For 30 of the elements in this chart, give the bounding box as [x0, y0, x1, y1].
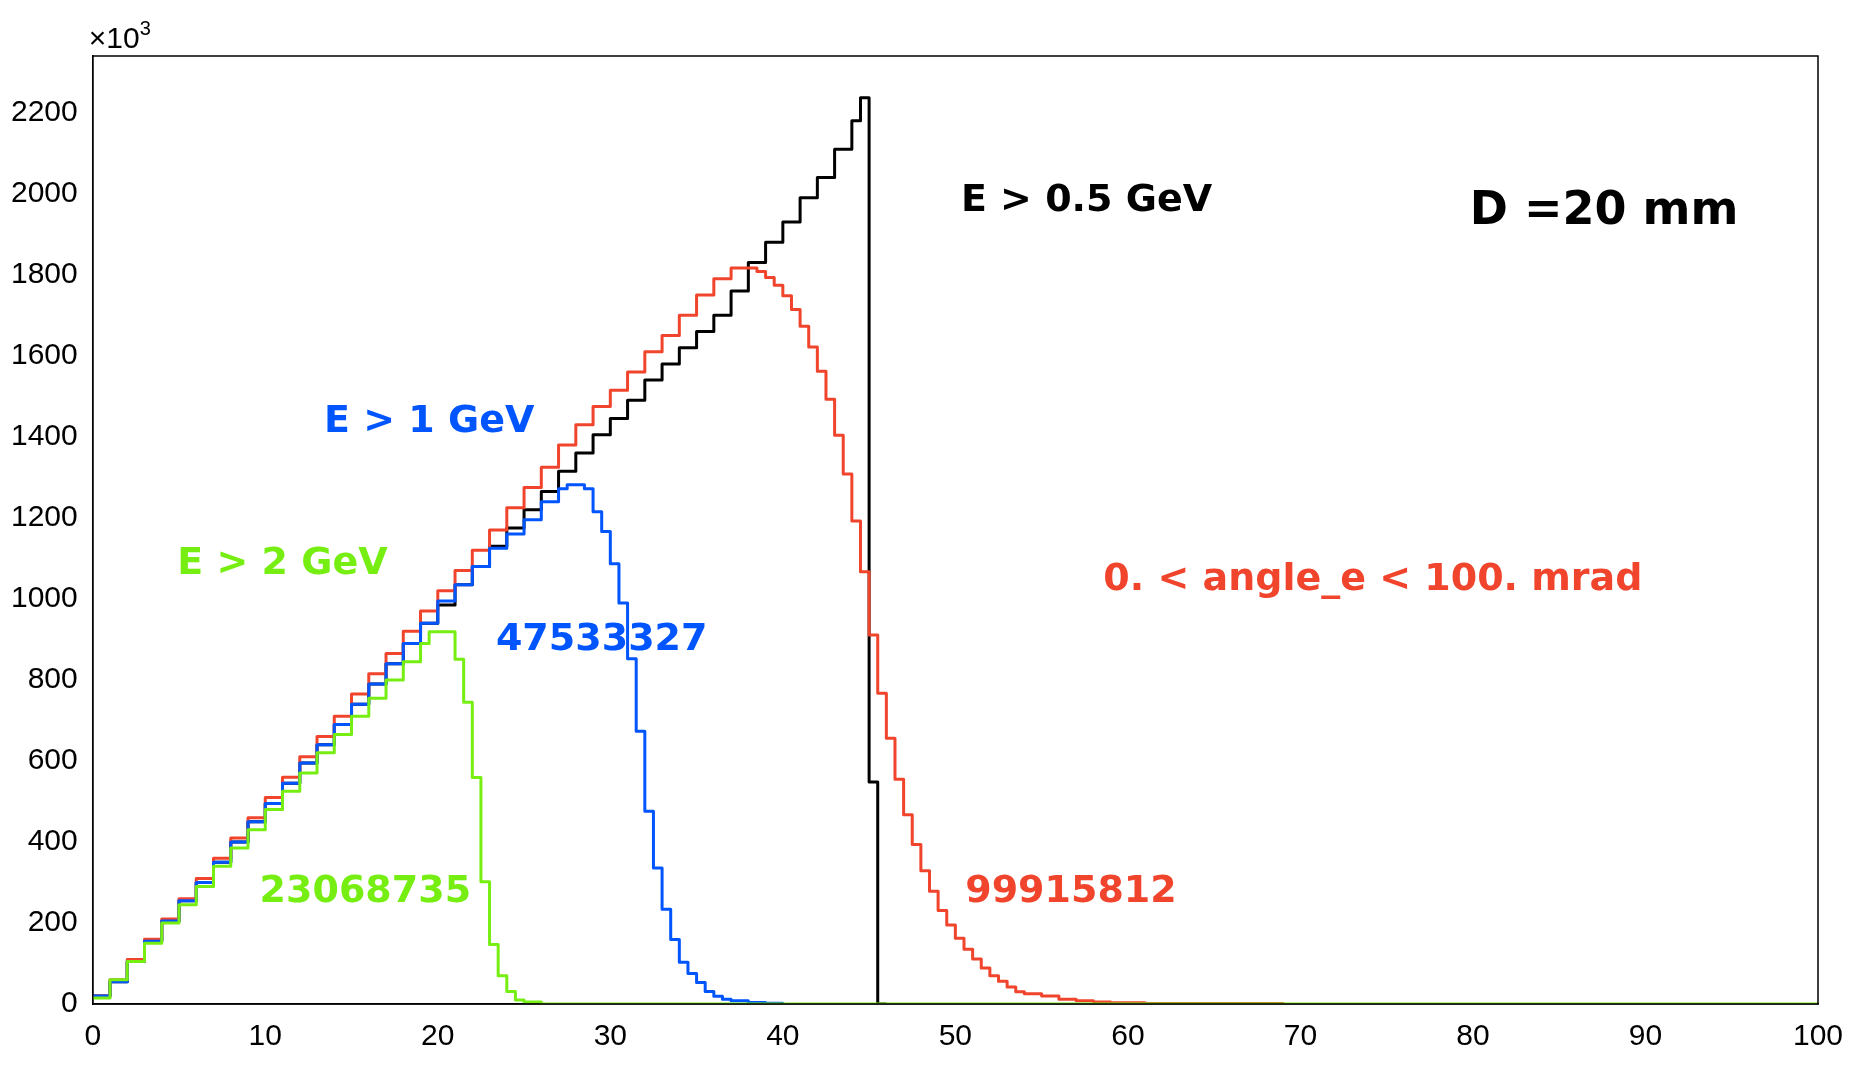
annotation: D =20 mm — [1469, 181, 1739, 236]
x-tick-label: 40 — [766, 1018, 800, 1052]
x-tick-label: 90 — [1628, 1018, 1663, 1052]
y-tick-label: 2200 — [10, 93, 78, 127]
x-tick-label: 60 — [1111, 1018, 1145, 1052]
x-tick-label: 10 — [248, 1018, 282, 1052]
y-tick-label: 1800 — [10, 256, 78, 290]
annotation: 23068735 — [259, 867, 472, 912]
y-tick-label: 800 — [27, 661, 78, 695]
y-tick-label: 2000 — [10, 175, 78, 209]
y-tick-label: 600 — [27, 742, 78, 776]
x-tick-label: 30 — [593, 1018, 627, 1052]
x-tick-label: 70 — [1283, 1018, 1318, 1052]
x-tick-label: 20 — [421, 1018, 455, 1052]
series-label: E > 2 GeV — [177, 538, 389, 583]
y-tick-label: 400 — [27, 823, 78, 857]
y-tick-label: 1600 — [10, 337, 78, 371]
y-tick-label: 1000 — [10, 580, 78, 614]
x-tick-label: 80 — [1456, 1018, 1490, 1052]
y-tick-label: 1400 — [10, 418, 78, 452]
text: 0. < angle_e < 100. mrad — [1103, 555, 1643, 600]
y-tick-label: 200 — [27, 904, 78, 938]
x-tick-label: 50 — [938, 1018, 973, 1052]
y-tick-label: 1200 — [10, 499, 78, 533]
x-tick-label: 0 — [84, 1018, 102, 1052]
series-label: E > 1 GeV — [324, 396, 535, 441]
text: E > 0.5 GeV — [960, 175, 1213, 220]
x-tick-label: 100 — [1792, 1018, 1844, 1052]
y-tick-label: 0 — [61, 985, 78, 1019]
annotation: 99915812 — [965, 867, 1177, 912]
